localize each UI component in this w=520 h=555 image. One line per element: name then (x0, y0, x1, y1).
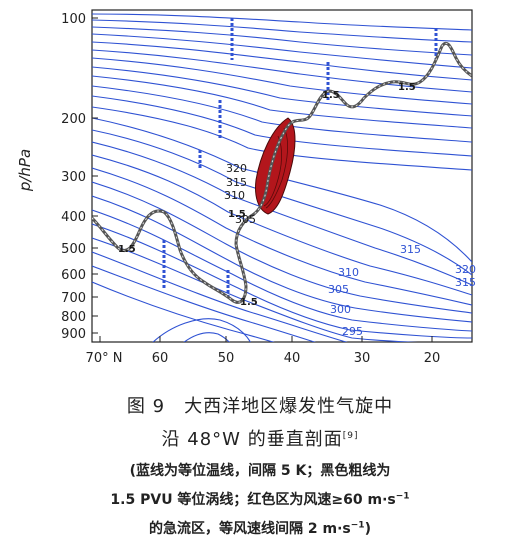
isentrope-lines-upper (92, 13, 472, 171)
pv-label-3: 1.5 (240, 297, 258, 308)
caption-note-line3: 的急流区，等风速线间隔 2 m·s−1) (0, 518, 520, 538)
isentrope-label-320-left: 320 (226, 162, 247, 175)
cross-section-plot: 320 315 315 310 305 300 295 320 315 310 … (16, 9, 476, 366)
x-tick-20: 20 (424, 351, 441, 366)
isentrope-label-310: 310 (338, 266, 359, 279)
y-tick-500: 500 (61, 242, 86, 257)
pv-label-1: 1.5 (118, 244, 136, 255)
pv-1.5-line-inner (92, 42, 472, 303)
caption-note-line3-sup: −1 (350, 520, 365, 531)
jet-isotachs (263, 127, 288, 209)
caption-note-line1: (蓝线为等位温线，间隔 5 K；黑色粗线为 (129, 463, 391, 479)
caption-note-line2: 1.5 PVU 等位涡线；红色区为风速≥60 m·s−1 (0, 489, 520, 509)
caption-note-line2-text: 1.5 PVU 等位涡线；红色区为风速≥60 m·s (110, 492, 396, 508)
cross-section-figure: 320 315 315 310 305 300 295 320 315 310 … (16, 9, 476, 366)
isotach-lines (162, 18, 438, 300)
y-tick-300: 300 (61, 170, 86, 185)
y-tick-900: 900 (61, 327, 86, 342)
caption-note-line3-text: 的急流区，等风速线间隔 2 m·s (149, 521, 351, 537)
isentrope-label-315-right: 315 (455, 276, 476, 289)
caption-title: 图 9 大西洋地区爆发性气旋中 (126, 396, 394, 417)
y-axis-ticks (92, 17, 98, 334)
isentrope-label-305-left: 305 (235, 213, 256, 226)
x-tick-50: 50 (218, 351, 235, 366)
isentrope-label-295: 295 (342, 325, 363, 338)
y-tick-100: 100 (61, 12, 86, 27)
y-tick-700: 700 (61, 291, 86, 306)
y-axis-label: p/hPa (16, 149, 34, 192)
y-tick-400: 400 (61, 210, 86, 225)
x-tick-40: 40 (284, 351, 301, 366)
x-tick-60: 60 (152, 351, 169, 366)
caption-reference: [9] (342, 431, 359, 441)
pv-label-4: 1.5 (322, 90, 340, 101)
isentrope-label-305: 305 (328, 283, 349, 296)
pv-label-2: 1.5 (228, 209, 246, 220)
caption-note-line2-sup: −1 (395, 491, 410, 502)
caption-subtitle: 沿 48°W 的垂直剖面[9] (0, 425, 520, 451)
caption-note-line3-end: ) (364, 521, 371, 537)
caption-subtitle-text: 沿 48°W 的垂直剖面 (161, 429, 343, 450)
isentrope-label-300: 300 (330, 303, 351, 316)
isentrope-label-320: 320 (455, 263, 476, 276)
isentrope-label-310-left: 310 (224, 189, 245, 202)
pv-label-5: 1.5 (398, 82, 416, 93)
y-tick-200: 200 (61, 112, 86, 127)
x-tick-70N: 70° N (86, 351, 123, 366)
isentrope-label-315: 315 (400, 243, 421, 256)
x-tick-30: 30 (354, 351, 371, 366)
x-axis-ticks (99, 336, 433, 342)
isentrope-label-315-left: 315 (226, 176, 247, 189)
y-tick-800: 800 (61, 310, 86, 325)
y-tick-600: 600 (61, 268, 86, 283)
